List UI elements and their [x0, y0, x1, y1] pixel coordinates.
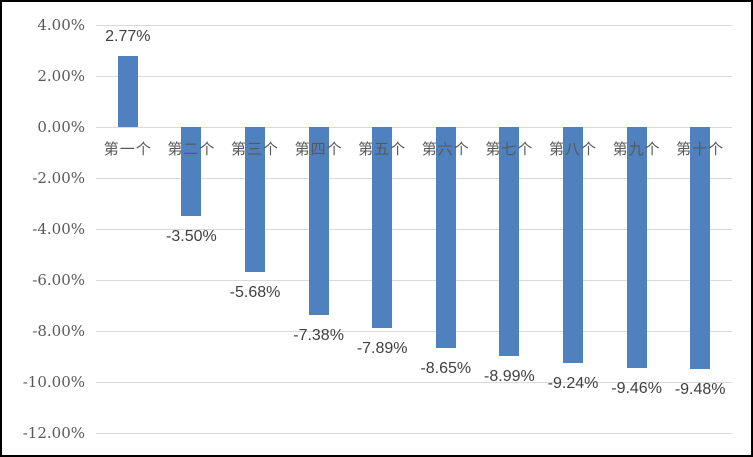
gridline: [96, 178, 732, 179]
y-tick-label: -2.00%: [32, 169, 85, 187]
data-label: -7.38%: [293, 327, 344, 345]
bar: [690, 127, 711, 369]
y-tick-label: -8.00%: [32, 322, 85, 340]
plot-area: 2.77% -3.50% -5.68% -7.38% -7.89% -8.65% -8.99…: [96, 25, 732, 434]
gridline: [96, 76, 732, 77]
gridline: [96, 25, 732, 26]
bar: [499, 127, 520, 357]
gridline: [96, 382, 732, 383]
gridline: [96, 331, 732, 332]
category-label: 第九个: [612, 141, 661, 158]
category-label: 第二个: [167, 141, 216, 158]
category-label: 第四个: [294, 141, 343, 158]
data-label: -8.99%: [484, 368, 535, 386]
y-tick-label: -4.00%: [32, 220, 85, 238]
category-label: 第七个: [485, 141, 534, 158]
bar: [563, 127, 583, 363]
y-tick-label: 2.00%: [37, 67, 85, 85]
data-label: 2.77%: [105, 28, 151, 46]
data-label: -8.65%: [420, 359, 472, 377]
bar: [245, 127, 265, 272]
bar: [308, 127, 329, 316]
bar: [117, 56, 138, 127]
bar: [181, 127, 202, 217]
y-axis-tick-labels: 4.00% 2.00% 0.00% -2.00% -4.00% -6.00% -8.00% -…: [2, 2, 88, 455]
y-tick-label: -12.00%: [22, 424, 85, 442]
y-tick-label: -10.00%: [22, 373, 85, 391]
data-label: -9.46%: [611, 380, 662, 398]
category-label: 第十个: [676, 141, 725, 158]
data-label: -7.89%: [356, 340, 408, 358]
category-label: 第五个: [358, 141, 407, 158]
bar: [372, 127, 393, 329]
category-label: 第一个: [103, 141, 152, 158]
category-label: 第三个: [230, 141, 279, 158]
y-tick-label: 4.00%: [37, 16, 85, 34]
category-label: 第八个: [548, 141, 597, 158]
category-label: 第六个: [421, 141, 470, 158]
data-label: -5.68%: [229, 283, 281, 301]
gridline: [96, 433, 732, 434]
gridline: [96, 280, 732, 281]
data-label: -3.50%: [166, 228, 217, 246]
y-tick-label: 0.00%: [37, 118, 85, 136]
gridline: [96, 127, 732, 128]
gridline: [96, 229, 732, 230]
bar: [435, 127, 456, 348]
data-label: -9.48%: [674, 380, 726, 398]
bar: [626, 127, 647, 369]
data-label: -9.24%: [547, 374, 599, 392]
y-tick-label: -6.00%: [32, 271, 85, 289]
